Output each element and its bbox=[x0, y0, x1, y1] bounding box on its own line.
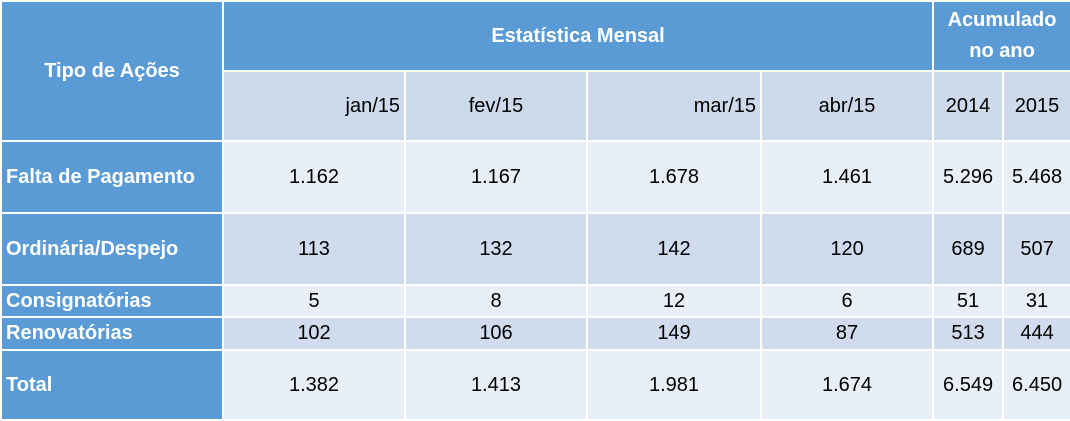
table-cell: 142 bbox=[586, 212, 762, 286]
table-cell: 12 bbox=[586, 284, 762, 318]
table-cell: 113 bbox=[222, 212, 406, 286]
table-cell: 102 bbox=[222, 316, 406, 351]
month-header: abr/15 bbox=[759, 70, 935, 142]
table-row-total: Total 1.382 1.413 1.981 1.674 6.549 6.45… bbox=[0, 349, 1070, 421]
table-row: Consignatórias 5 8 12 6 51 31 bbox=[0, 284, 1070, 318]
monthly-stats-header: Estatística Mensal bbox=[221, 0, 935, 72]
header-row-groups: Tipo de Ações Estatística Mensal Acumula… bbox=[0, 0, 1070, 142]
table-cell: 6.549 bbox=[932, 349, 1005, 421]
table-cell: 1.167 bbox=[404, 140, 588, 214]
row-label: Falta de Pagamento bbox=[0, 140, 224, 214]
table-cell: 1.461 bbox=[759, 140, 935, 214]
table-cell: 1.413 bbox=[404, 349, 588, 421]
table-cell: 87 bbox=[759, 316, 935, 351]
row-label: Ordinária/Despejo bbox=[0, 212, 224, 286]
table-cell: 1.981 bbox=[586, 349, 762, 421]
table-cell: 5.468 bbox=[1002, 140, 1070, 214]
table-cell: 106 bbox=[404, 316, 588, 351]
table-cell: 51 bbox=[932, 284, 1005, 318]
table-cell: 1.678 bbox=[586, 140, 762, 214]
month-header: fev/15 bbox=[404, 70, 588, 142]
table-cell: 5 bbox=[222, 284, 406, 318]
table-row: Falta de Pagamento 1.162 1.167 1.678 1.4… bbox=[0, 140, 1070, 214]
table-row: Ordinária/Despejo 113 132 142 120 689 50… bbox=[0, 212, 1070, 286]
table-cell: 689 bbox=[932, 212, 1005, 286]
table-cell: 1.162 bbox=[222, 140, 406, 214]
table-cell: 120 bbox=[759, 212, 935, 286]
table-cell: 507 bbox=[1002, 212, 1070, 286]
accumulated-year-header: Acumulado no ano bbox=[932, 0, 1070, 72]
table-cell: 513 bbox=[932, 316, 1005, 351]
table-cell: 5.296 bbox=[932, 140, 1005, 214]
row-label: Consignatórias bbox=[0, 284, 224, 318]
header-row-periods: jan/15 fev/15 mar/15 abr/15 2014 2015 bbox=[1, 70, 1070, 142]
table-cell: 444 bbox=[1002, 316, 1070, 351]
table-cell: 132 bbox=[404, 212, 588, 286]
month-header: jan/15 bbox=[222, 70, 406, 142]
month-header: mar/15 bbox=[586, 70, 762, 142]
row-label: Renovatórias bbox=[0, 316, 224, 351]
row-label-header: Tipo de Ações bbox=[0, 0, 224, 142]
table-cell: 1.674 bbox=[759, 349, 935, 421]
table-row: Renovatórias 102 106 149 87 513 444 bbox=[0, 316, 1070, 351]
year-header: 2014 bbox=[932, 70, 1005, 142]
table-cell: 149 bbox=[586, 316, 762, 351]
table-cell: 8 bbox=[404, 284, 588, 318]
table-cell: 6 bbox=[759, 284, 935, 318]
row-label: Total bbox=[0, 349, 224, 421]
table-cell: 31 bbox=[1002, 284, 1070, 318]
table-cell: 1.382 bbox=[222, 349, 406, 421]
table-cell: 6.450 bbox=[1002, 349, 1070, 421]
year-header: 2015 bbox=[1002, 70, 1070, 142]
